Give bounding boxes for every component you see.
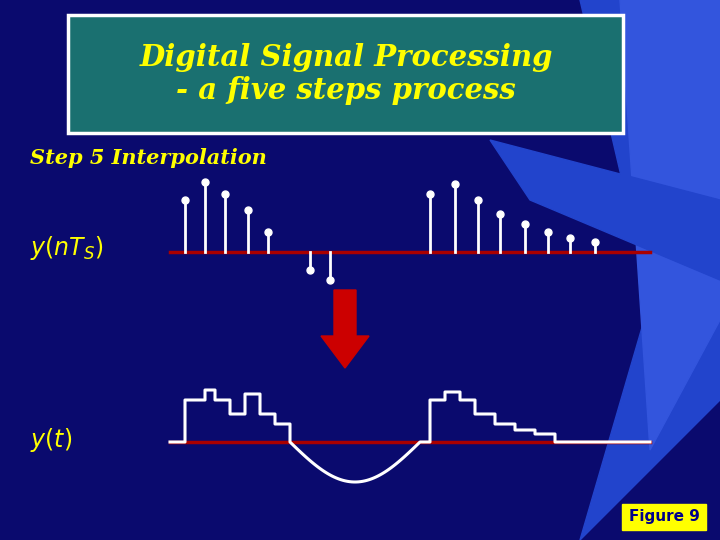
Text: Step 5 Interpolation: Step 5 Interpolation (30, 148, 266, 168)
Polygon shape (490, 140, 720, 280)
Text: $y(t)$: $y(t)$ (30, 426, 72, 454)
Text: Figure 9: Figure 9 (629, 510, 699, 524)
Text: $y(nT_S)$: $y(nT_S)$ (30, 234, 104, 262)
Polygon shape (620, 0, 720, 450)
FancyBboxPatch shape (622, 504, 706, 530)
Text: Digital Signal Processing
- a five steps process: Digital Signal Processing - a five steps… (139, 43, 553, 105)
FancyBboxPatch shape (68, 15, 623, 133)
FancyArrow shape (321, 290, 369, 368)
Polygon shape (580, 0, 720, 540)
